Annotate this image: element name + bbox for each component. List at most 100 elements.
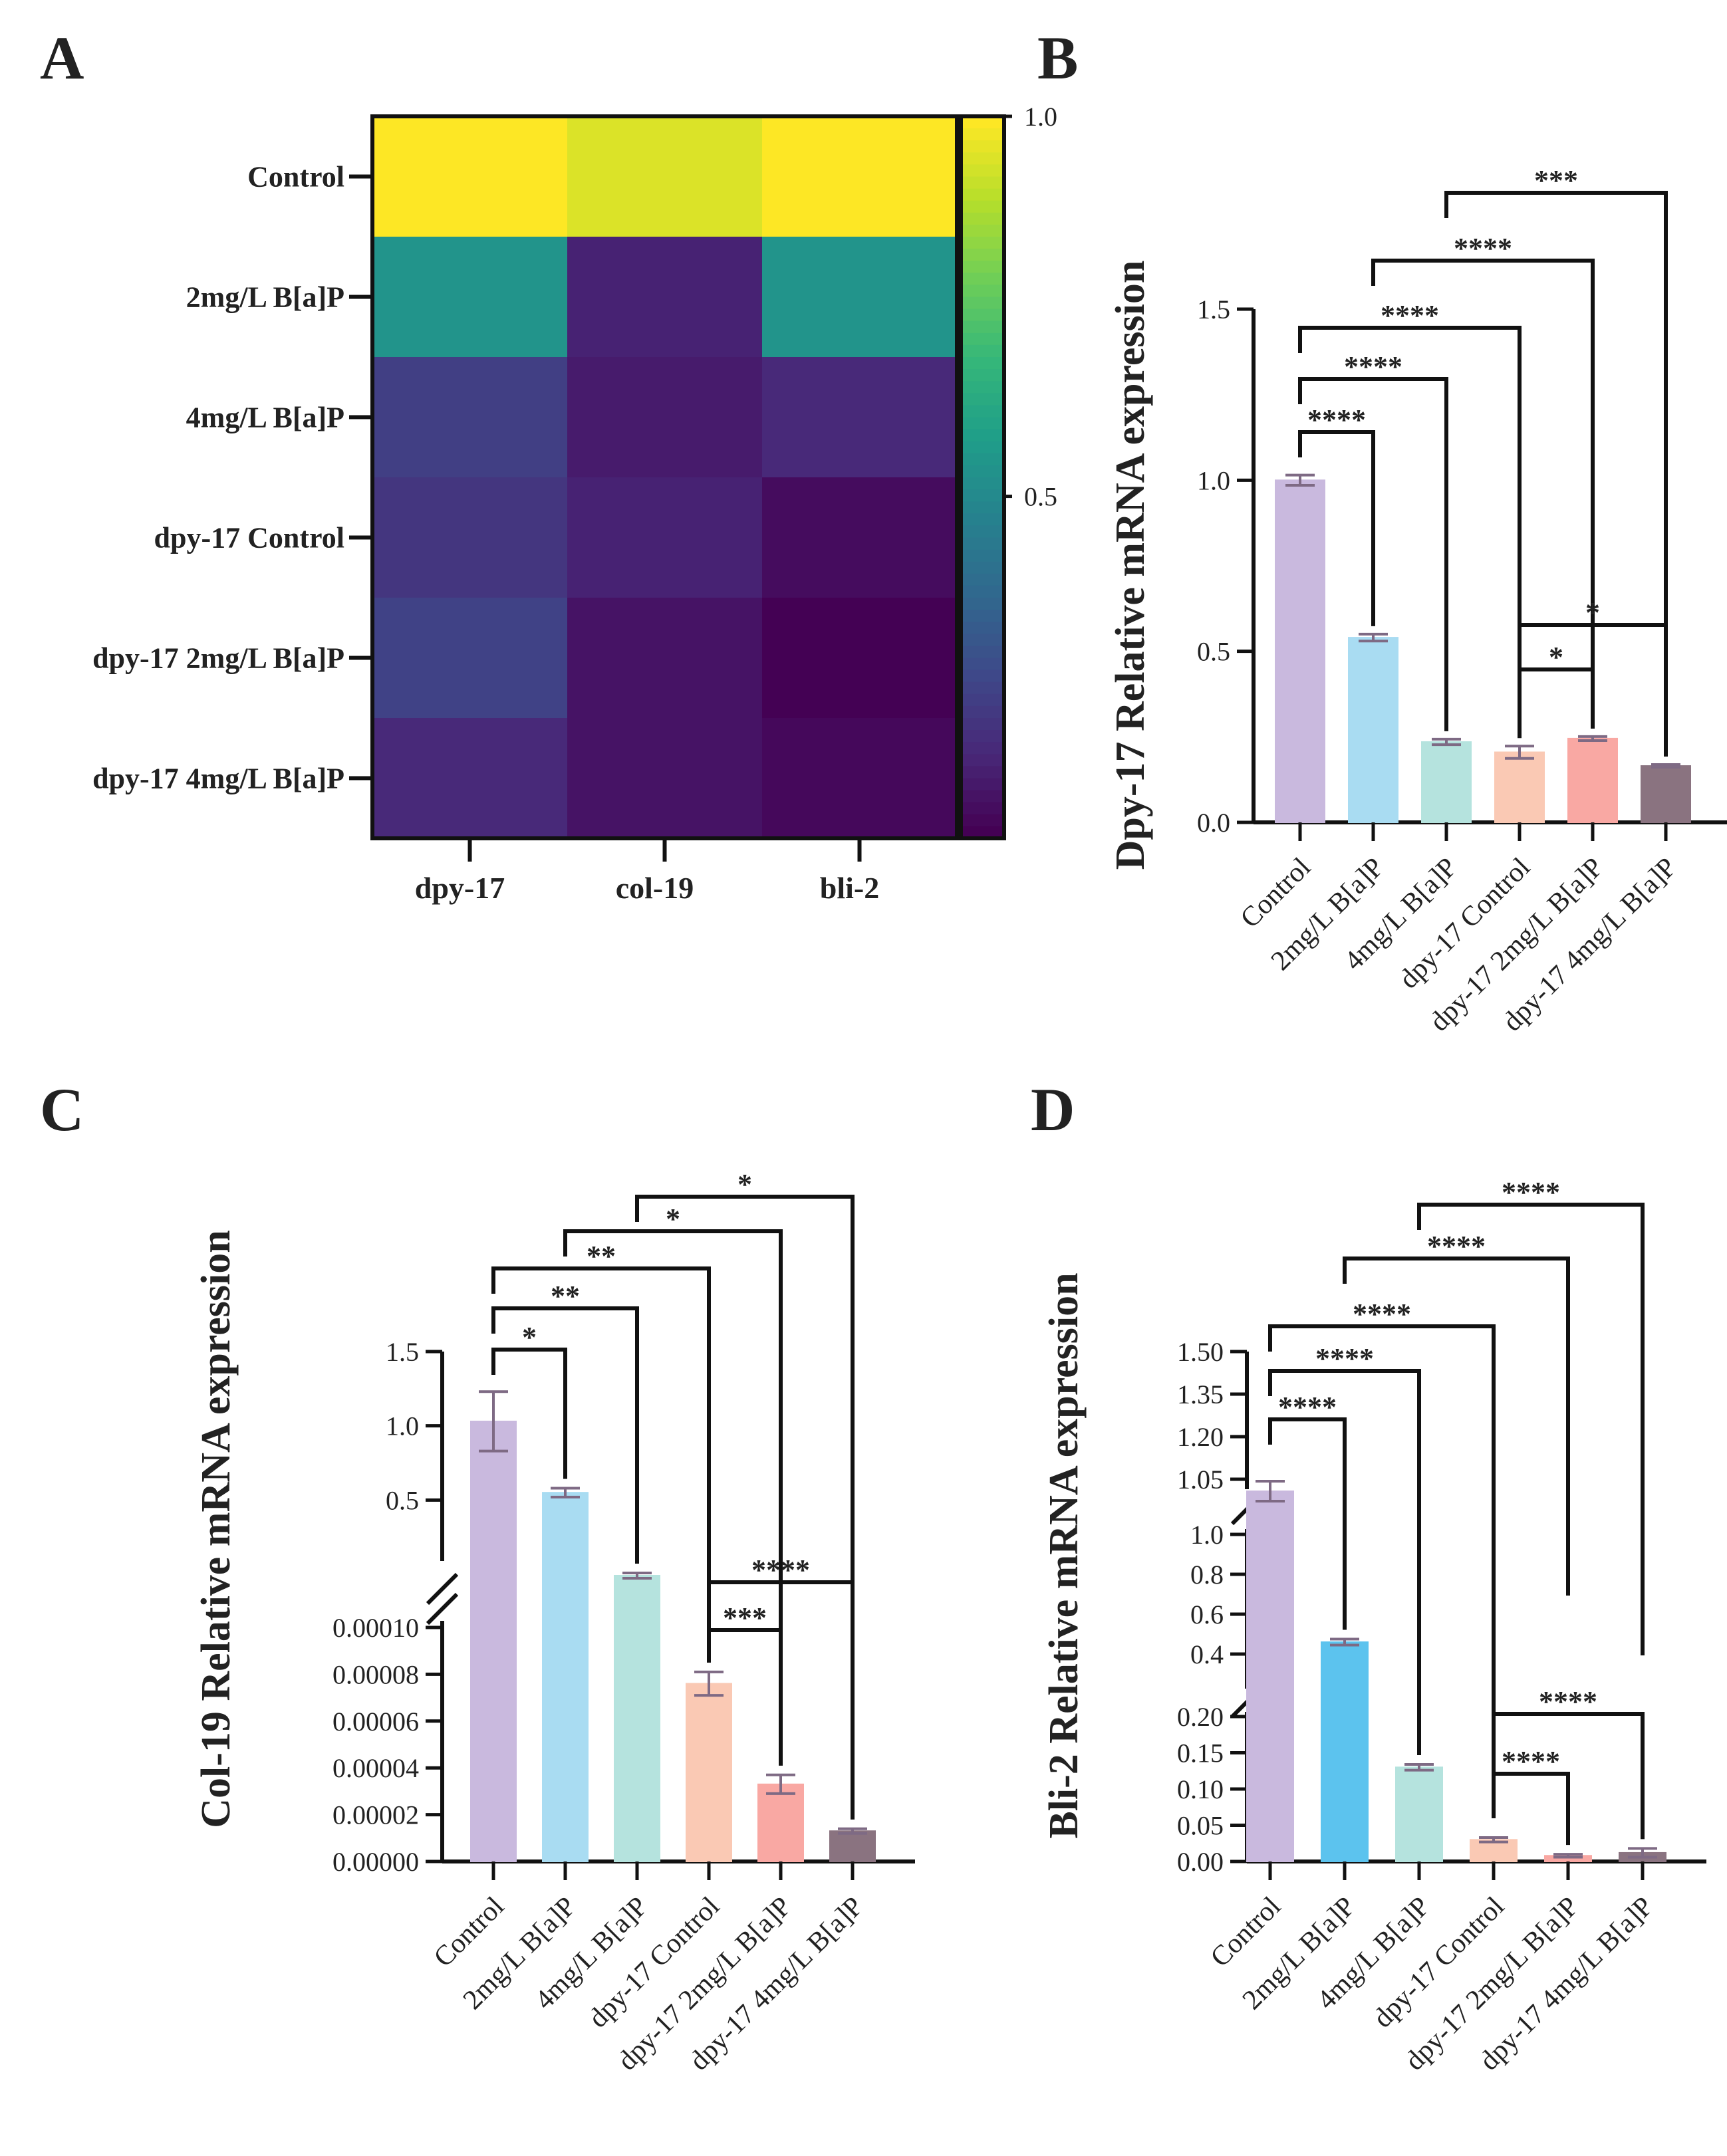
colorbar-segment [961,525,1004,539]
y-tick-label: 1.5 [386,1337,419,1367]
y-tick-label: 0.6 [1190,1600,1224,1629]
heatmap-panel: Control 2mg/L B[a]P 4mg/L B[a]P dpy-17 Cont… [92,102,1057,905]
bar [542,1492,589,1863]
colorbar-segment [961,705,1004,719]
bar [686,1683,732,1862]
colorbar-segment [961,249,1004,262]
bar [614,1575,660,1862]
colorbar-segment [961,814,1004,827]
colorbar-segment [961,188,1004,201]
colorbar-segment [961,573,1004,586]
colorbar-segment [961,273,1004,286]
panel-letter-a: A [40,24,84,92]
colorbar-segment [961,176,1004,189]
significance-label: *** [723,1602,767,1634]
significance-label: **** [1381,299,1439,332]
colorbar-segment [961,332,1004,346]
significance-bracket [707,1580,855,1820]
bar [470,1420,517,1862]
significance-label: **** [1502,1745,1560,1778]
significance-label: * [666,1203,680,1235]
heatmap-cell [567,718,762,838]
y-tick-label: 0.10 [1177,1774,1224,1804]
colorbar-segment [961,381,1004,394]
heatmap-cell [762,237,957,357]
colorbar-segment [961,344,1004,358]
significance-bracket [491,1348,567,1479]
y-tick-label: 0.0 [1197,808,1230,838]
y-tick-label: 1.35 [1177,1379,1224,1409]
significance-bracket [1298,326,1522,739]
y-tick-label: 0.8 [1190,1560,1224,1590]
colorbar-segment [961,585,1004,598]
colorbar-segment [961,140,1004,154]
significance-bracket [1518,623,1668,757]
y-tick-label: 1.20 [1177,1422,1224,1452]
axis-break-mark [426,1572,459,1606]
colorbar-segment [961,308,1004,322]
significance-bracket [491,1306,639,1564]
heatmap-cell [372,116,567,237]
significance-bracket [1492,1772,1570,1846]
colorbar-segment [961,598,1004,611]
colorbar-segment [961,766,1004,779]
heatmap-cell [762,718,957,838]
heatmap-row-label: dpy-17 Control [154,522,344,554]
significance-bracket [1268,1417,1347,1630]
y-tick-label: 1.0 [386,1411,419,1441]
significance-bracket [1298,377,1448,731]
colorbar-segment [961,718,1004,731]
y-axis-label: Bli-2 Relative mRNA expression [1041,1272,1087,1838]
y-tick-label: 1.50 [1177,1337,1224,1367]
colorbar-segment [961,128,1004,142]
colorbar-segment [961,116,1004,130]
significance-label: **** [751,1554,810,1586]
colorbar-segment [961,513,1004,527]
heatmap-cell [762,598,957,718]
y-tick-label: 1.0 [1190,1520,1224,1550]
heatmap-cell [372,718,567,838]
y-tick-label: 0.00006 [332,1707,419,1737]
colorbar-segment [961,778,1004,791]
colorbar-segment [961,212,1004,225]
significance-bracket [1444,191,1668,757]
colorbar-segment [961,790,1004,803]
colorbar-segment [961,669,1004,683]
colorbar-tick-label: 1.0 [1024,102,1057,132]
bar [1494,751,1545,823]
colorbar-segment [961,453,1004,466]
heatmap-cell [567,237,762,357]
significance-label: * [522,1321,537,1354]
heatmap-cell [567,116,762,237]
bar [1275,479,1325,823]
y-tick-label: 0.20 [1177,1702,1224,1732]
colorbar-segment [961,224,1004,237]
significance-label: * [1585,596,1600,629]
significance-label: **** [1353,1298,1411,1330]
colorbar-segment [961,477,1004,491]
panel-letter-c: C [40,1076,84,1143]
significance-bracket [491,1266,711,1663]
significance-bracket [1371,259,1595,729]
bar [1348,637,1398,824]
y-tick-label: 0.00004 [332,1753,419,1783]
significance-label: ** [587,1240,616,1272]
colorbar-segment [961,297,1004,310]
colorbar-segment [961,610,1004,623]
significance-bracket [635,1195,855,1820]
y-tick-label: 0.00002 [332,1800,419,1830]
colorbar-segment [961,730,1004,743]
colorbar-segment [961,285,1004,298]
heatmap-row-label: 4mg/L B[a]P [186,402,344,434]
significance-label: * [1549,641,1563,673]
colorbar-segment [961,742,1004,755]
heatmap-cell [372,598,567,718]
bar [1567,737,1618,823]
colorbar-segment [961,501,1004,515]
significance-label: **** [1427,1230,1486,1262]
significance-label: **** [1307,404,1366,436]
significance-label: **** [1502,1176,1560,1209]
colorbar-tick-label: 0.5 [1024,482,1057,512]
y-axis-label: Col-19 Relative mRNA expression [194,1230,239,1828]
